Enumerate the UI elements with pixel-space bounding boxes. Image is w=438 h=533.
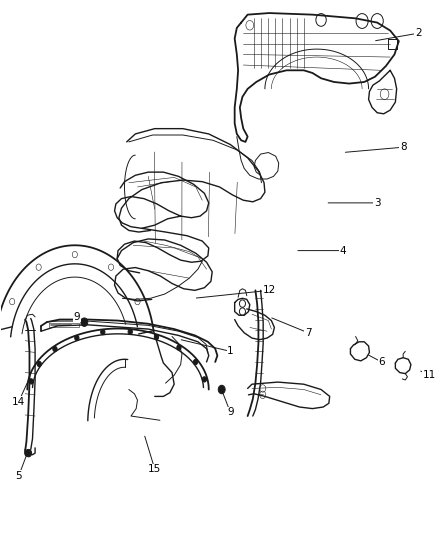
Text: 5: 5 bbox=[15, 471, 22, 481]
Circle shape bbox=[177, 345, 181, 350]
Text: 2: 2 bbox=[415, 28, 421, 38]
Text: 4: 4 bbox=[339, 246, 346, 256]
Circle shape bbox=[81, 318, 88, 326]
Text: 12: 12 bbox=[263, 285, 276, 295]
Circle shape bbox=[25, 449, 32, 457]
Circle shape bbox=[101, 329, 105, 335]
Circle shape bbox=[193, 359, 198, 365]
Circle shape bbox=[128, 329, 132, 334]
Text: 9: 9 bbox=[74, 312, 80, 322]
Text: 9: 9 bbox=[227, 407, 233, 417]
Text: 14: 14 bbox=[12, 397, 25, 407]
Text: 8: 8 bbox=[400, 142, 406, 152]
Circle shape bbox=[202, 377, 207, 382]
Circle shape bbox=[218, 385, 225, 394]
Circle shape bbox=[154, 334, 159, 340]
Circle shape bbox=[37, 361, 41, 367]
Circle shape bbox=[25, 450, 30, 456]
Text: 1: 1 bbox=[227, 346, 233, 357]
Text: 7: 7 bbox=[305, 328, 311, 338]
Text: 15: 15 bbox=[148, 464, 161, 474]
Text: 6: 6 bbox=[378, 357, 385, 367]
Circle shape bbox=[53, 346, 57, 352]
Circle shape bbox=[75, 335, 79, 341]
Circle shape bbox=[29, 379, 33, 384]
Text: 11: 11 bbox=[422, 370, 436, 380]
Text: 3: 3 bbox=[374, 198, 381, 208]
